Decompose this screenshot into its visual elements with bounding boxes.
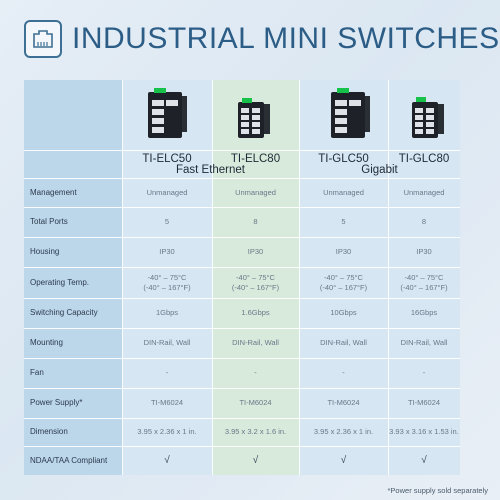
table-cell: 5 xyxy=(164,217,170,226)
table-cell: - xyxy=(254,368,257,377)
table-cell: IP30 xyxy=(247,247,264,256)
switch-5-port-image xyxy=(146,86,188,142)
table-cell: TI-M6024 xyxy=(327,398,360,407)
divider xyxy=(299,80,300,475)
divider xyxy=(24,418,460,419)
table-cell: √ xyxy=(164,454,170,466)
group-label-gigabit: Gigabit xyxy=(361,164,398,176)
table-cell: IP30 xyxy=(159,247,175,256)
table-cell: 5 xyxy=(341,217,346,226)
table-cell: √ xyxy=(421,454,427,466)
model-name: TI-GLC50 xyxy=(318,153,369,165)
row-label: Power Supply* xyxy=(30,398,83,407)
table-cell: -40° – 75°C (-40° – 167°F) xyxy=(231,272,280,292)
model-name: TI-GLC80 xyxy=(398,153,450,165)
row-label: Operating Temp. xyxy=(30,277,89,287)
table-cell: DIN-Rail, Wall xyxy=(143,338,191,347)
table-cell: 1.6Gbps xyxy=(241,308,270,317)
table-cell: 8 xyxy=(253,217,258,226)
label-column xyxy=(24,80,122,475)
divider xyxy=(24,150,460,151)
row-label: Housing xyxy=(30,247,60,256)
column-ti-elc80 xyxy=(212,80,299,475)
divider xyxy=(24,358,460,359)
table-cell: 3.95 x 3.2 x 1.6 in. xyxy=(224,427,287,436)
table-cell: 3.95 x 2.36 x 1 in. xyxy=(313,427,374,436)
group-label-fast-ethernet: Fast Ethernet xyxy=(175,164,246,176)
switch-5-port-image xyxy=(329,86,371,142)
divider xyxy=(24,328,460,329)
table-cell: -40° – 75°C (-40° – 167°F) xyxy=(143,272,191,292)
row-label: Dimension xyxy=(30,427,68,436)
table-cell: IP30 xyxy=(335,247,352,256)
table-cell: -40° – 75°C (-40° – 167°F) xyxy=(319,272,368,292)
table-cell: √ xyxy=(252,454,259,466)
table-cell: -40° – 75°C (-40° – 167°F) xyxy=(400,272,448,292)
model-name: TI-ELC50 xyxy=(142,153,192,165)
divider xyxy=(24,178,460,179)
footnote: *Power supply sold separately xyxy=(387,486,488,495)
table-cell: Unmanaged xyxy=(146,187,188,197)
table-cell: DIN-Rail, Wall xyxy=(400,338,448,347)
column-ti-glc80 xyxy=(388,80,460,475)
table-cell: - xyxy=(165,368,169,377)
table-cell: 10Gbps xyxy=(330,308,357,317)
table-cell: IP30 xyxy=(416,247,432,256)
table-cell: DIN-Rail, Wall xyxy=(232,338,279,347)
table-cell: √ xyxy=(340,454,347,466)
table-cell: 3.95 x 2.36 x 1 in. xyxy=(137,427,197,436)
table-cell: 1Gbps xyxy=(155,308,179,317)
divider xyxy=(212,80,213,475)
table-cell: 16Gbps xyxy=(410,308,438,317)
row-label: Fan xyxy=(30,368,44,377)
table-cell: - xyxy=(422,368,426,377)
header: INDUSTRIAL MINI SWITCHES xyxy=(0,0,500,78)
table-cell: - xyxy=(342,368,345,377)
row-label: NDAA/TAA Compliant xyxy=(30,455,108,465)
column-ti-glc50 xyxy=(299,80,388,475)
switch-8-port-image xyxy=(408,94,448,142)
comparison-table: TI-ELC50 TI-ELC80 TI-GLC50 TI-GLC80 Fast… xyxy=(24,80,460,475)
row-label: Total Ports xyxy=(30,217,68,226)
model-name: TI-ELC80 xyxy=(230,153,281,165)
column-ti-elc50 xyxy=(122,80,212,475)
page-title: INDUSTRIAL MINI SWITCHES xyxy=(72,22,500,55)
row-label: Mounting xyxy=(30,338,63,347)
divider xyxy=(24,388,460,389)
table-cell: DIN-Rail, Wall xyxy=(320,338,367,347)
ethernet-port-icon xyxy=(24,20,62,58)
row-label: Management xyxy=(30,187,77,197)
divider xyxy=(388,80,389,475)
divider xyxy=(122,80,123,475)
divider xyxy=(24,298,460,299)
divider xyxy=(24,207,460,208)
table-cell: Unmanaged xyxy=(323,187,364,197)
table-cell: Unmanaged xyxy=(235,187,276,197)
row-label: Switching Capacity xyxy=(30,308,98,317)
table-cell: 3.93 x 3.16 x 1.53 in. xyxy=(389,427,459,436)
divider xyxy=(24,267,460,268)
table-cell: 8 xyxy=(421,217,427,226)
table-cell: TI-M6024 xyxy=(150,398,184,407)
divider xyxy=(24,237,460,238)
table-cell: TI-M6024 xyxy=(239,398,272,407)
switch-8-port-image xyxy=(234,96,274,142)
table-cell: Unmanaged xyxy=(403,187,445,197)
table-cell: TI-M6024 xyxy=(407,398,441,407)
divider xyxy=(24,446,460,447)
